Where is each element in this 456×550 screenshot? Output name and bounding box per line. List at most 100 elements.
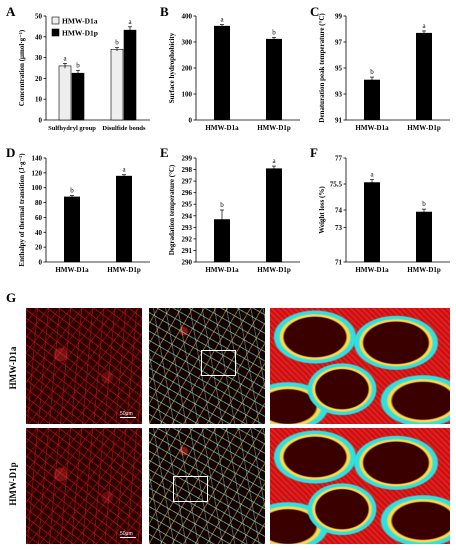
x-tick-label: Disulfide bonds: [102, 125, 146, 132]
y-tick-label: 74: [335, 207, 343, 215]
significance-letter: a: [128, 18, 132, 26]
chart-c-denaturation-temperature: 91 93 95 97 99 Denaturation peak temperature …: [318, 13, 450, 132]
x-tick-label: HMW-D1p: [407, 124, 441, 132]
significance-letter: b: [70, 187, 74, 195]
y-tick-label: 296: [182, 189, 193, 197]
scale-bar: [120, 537, 136, 538]
y-tick-label: 40: [35, 33, 43, 41]
y-tick-label: 0: [39, 117, 43, 125]
significance-letter: a: [370, 171, 374, 179]
y-tick-label: 77: [335, 155, 343, 163]
scale-label: 50μm: [120, 531, 133, 537]
bar: [416, 211, 432, 262]
y-tick-label: 100: [182, 91, 193, 99]
y-tick-label: 297: [182, 178, 193, 186]
scale-bar: [120, 417, 136, 418]
y-axis-label: Concentration (μmol·g⁻¹): [18, 29, 26, 106]
y-tick-label: 0: [39, 259, 43, 267]
y-tick-label: 120: [32, 169, 43, 177]
row-label-d1a: HMW-D1a: [8, 346, 18, 389]
panel-letter-g: G: [6, 290, 16, 305]
y-tick-label: 30: [35, 54, 43, 62]
x-tick-label: HMW-D1p: [107, 266, 141, 274]
bar: [416, 32, 432, 120]
y-tick-label: 73: [335, 224, 343, 232]
y-tick-label: 20: [35, 75, 43, 83]
y-tick-label: 10: [35, 96, 43, 104]
micrograph-d1a-raw: 50μm: [26, 308, 142, 424]
y-tick-label: 300: [182, 39, 193, 47]
bar: [214, 219, 230, 262]
significance-letter: b: [422, 200, 426, 208]
micrograph-d1a-segmented: [149, 308, 265, 424]
y-tick-label: 200: [182, 65, 193, 73]
bar: [64, 196, 80, 262]
micrograph-d1p-raw: 50μm: [26, 428, 142, 544]
bar: [123, 29, 137, 121]
y-tick-label: 291: [182, 247, 193, 255]
x-tick-label: HMW-D1p: [257, 124, 291, 132]
panel-letter-e: E: [160, 145, 169, 160]
scale-label: 50μm: [120, 411, 133, 417]
micrograph-d1p-segmented: [149, 428, 265, 544]
y-axis-label: Surface hydrophobicity: [168, 32, 176, 103]
y-tick-label: 91: [335, 117, 343, 125]
bar: [214, 25, 230, 121]
significance-letter: a: [422, 22, 426, 30]
y-tick-label: 293: [182, 224, 193, 232]
significance-letter: a: [272, 157, 276, 165]
significance-letter: b: [76, 61, 80, 69]
bar: [266, 38, 282, 120]
y-tick-label: 290: [182, 259, 193, 267]
x-tick-label: Sulfhydryl group: [48, 125, 96, 132]
y-tick-label: 50: [35, 13, 43, 21]
y-tick-label: 95: [335, 65, 343, 73]
y-tick-label: 20: [35, 244, 43, 252]
zoom-region-box: [201, 350, 236, 376]
significance-letter: b: [115, 39, 119, 47]
y-tick-label: 97: [335, 39, 343, 47]
y-tick-label: 400: [182, 13, 193, 21]
x-tick-label: HMW-D1p: [257, 266, 291, 274]
y-tick-label: 100: [32, 184, 43, 192]
panel-letter-b: B: [160, 4, 169, 19]
y-tick-label: 295: [182, 201, 193, 209]
chart-e-degradation-temperature: 290 291 292 293 294 295 296 297 298 299 Degradatio…: [168, 155, 300, 274]
bar: [116, 175, 132, 262]
x-tick-label: HMW-D1a: [355, 266, 389, 274]
micrograph-d1p-zoom: [270, 428, 450, 544]
panel-letter-d: D: [6, 145, 15, 160]
panel-letter-c: C: [310, 4, 319, 19]
y-tick-label: 40: [35, 229, 43, 237]
legend-swatch: [51, 28, 60, 37]
chart-a-thiol-disulfide: 0 10 20 30 40 50 Concentration (μmol·g⁻¹) a b Sul…: [18, 13, 150, 132]
y-tick-label: 0: [189, 117, 193, 125]
significance-letter: a: [220, 16, 224, 24]
x-tick-label: HMW-D1a: [205, 266, 239, 274]
bar: [110, 48, 124, 121]
legend-label: HMW-D1p: [62, 29, 98, 38]
chart-b-surface-hydrophobicity: 0 100 200 300 400 Surface hydrophobicity a HMW-…: [168, 13, 300, 132]
y-tick-label: 93: [335, 91, 343, 99]
y-tick-label: 292: [182, 235, 193, 243]
chart-f-weight-loss: 71 73 74 75.5 77 Weight loss (%) a HMW-D1a b HMW-…: [318, 155, 450, 274]
significance-letter: b: [272, 28, 276, 36]
x-tick-label: HMW-D1p: [407, 266, 441, 274]
x-tick-label: HMW-D1a: [205, 124, 239, 132]
y-tick-label: 80: [35, 199, 43, 207]
bar: [58, 65, 72, 121]
y-tick-label: 60: [35, 214, 43, 222]
y-axis-label: Enthalpy of thermal transition (J·g⁻¹): [18, 153, 26, 267]
x-tick-label: HMW-D1a: [55, 266, 89, 274]
significance-letter: a: [63, 54, 67, 62]
y-axis-label: Denaturation peak temperature (°C): [318, 13, 326, 123]
panel-letter-f: F: [310, 145, 318, 160]
y-tick-label: 294: [182, 212, 193, 220]
micrograph-d1a-zoom: [270, 308, 450, 424]
y-tick-label: 71: [335, 259, 343, 267]
significance-letter: a: [122, 166, 126, 174]
bar: [364, 182, 380, 262]
y-tick-label: 298: [182, 166, 193, 174]
zoom-region-box: [173, 476, 208, 502]
